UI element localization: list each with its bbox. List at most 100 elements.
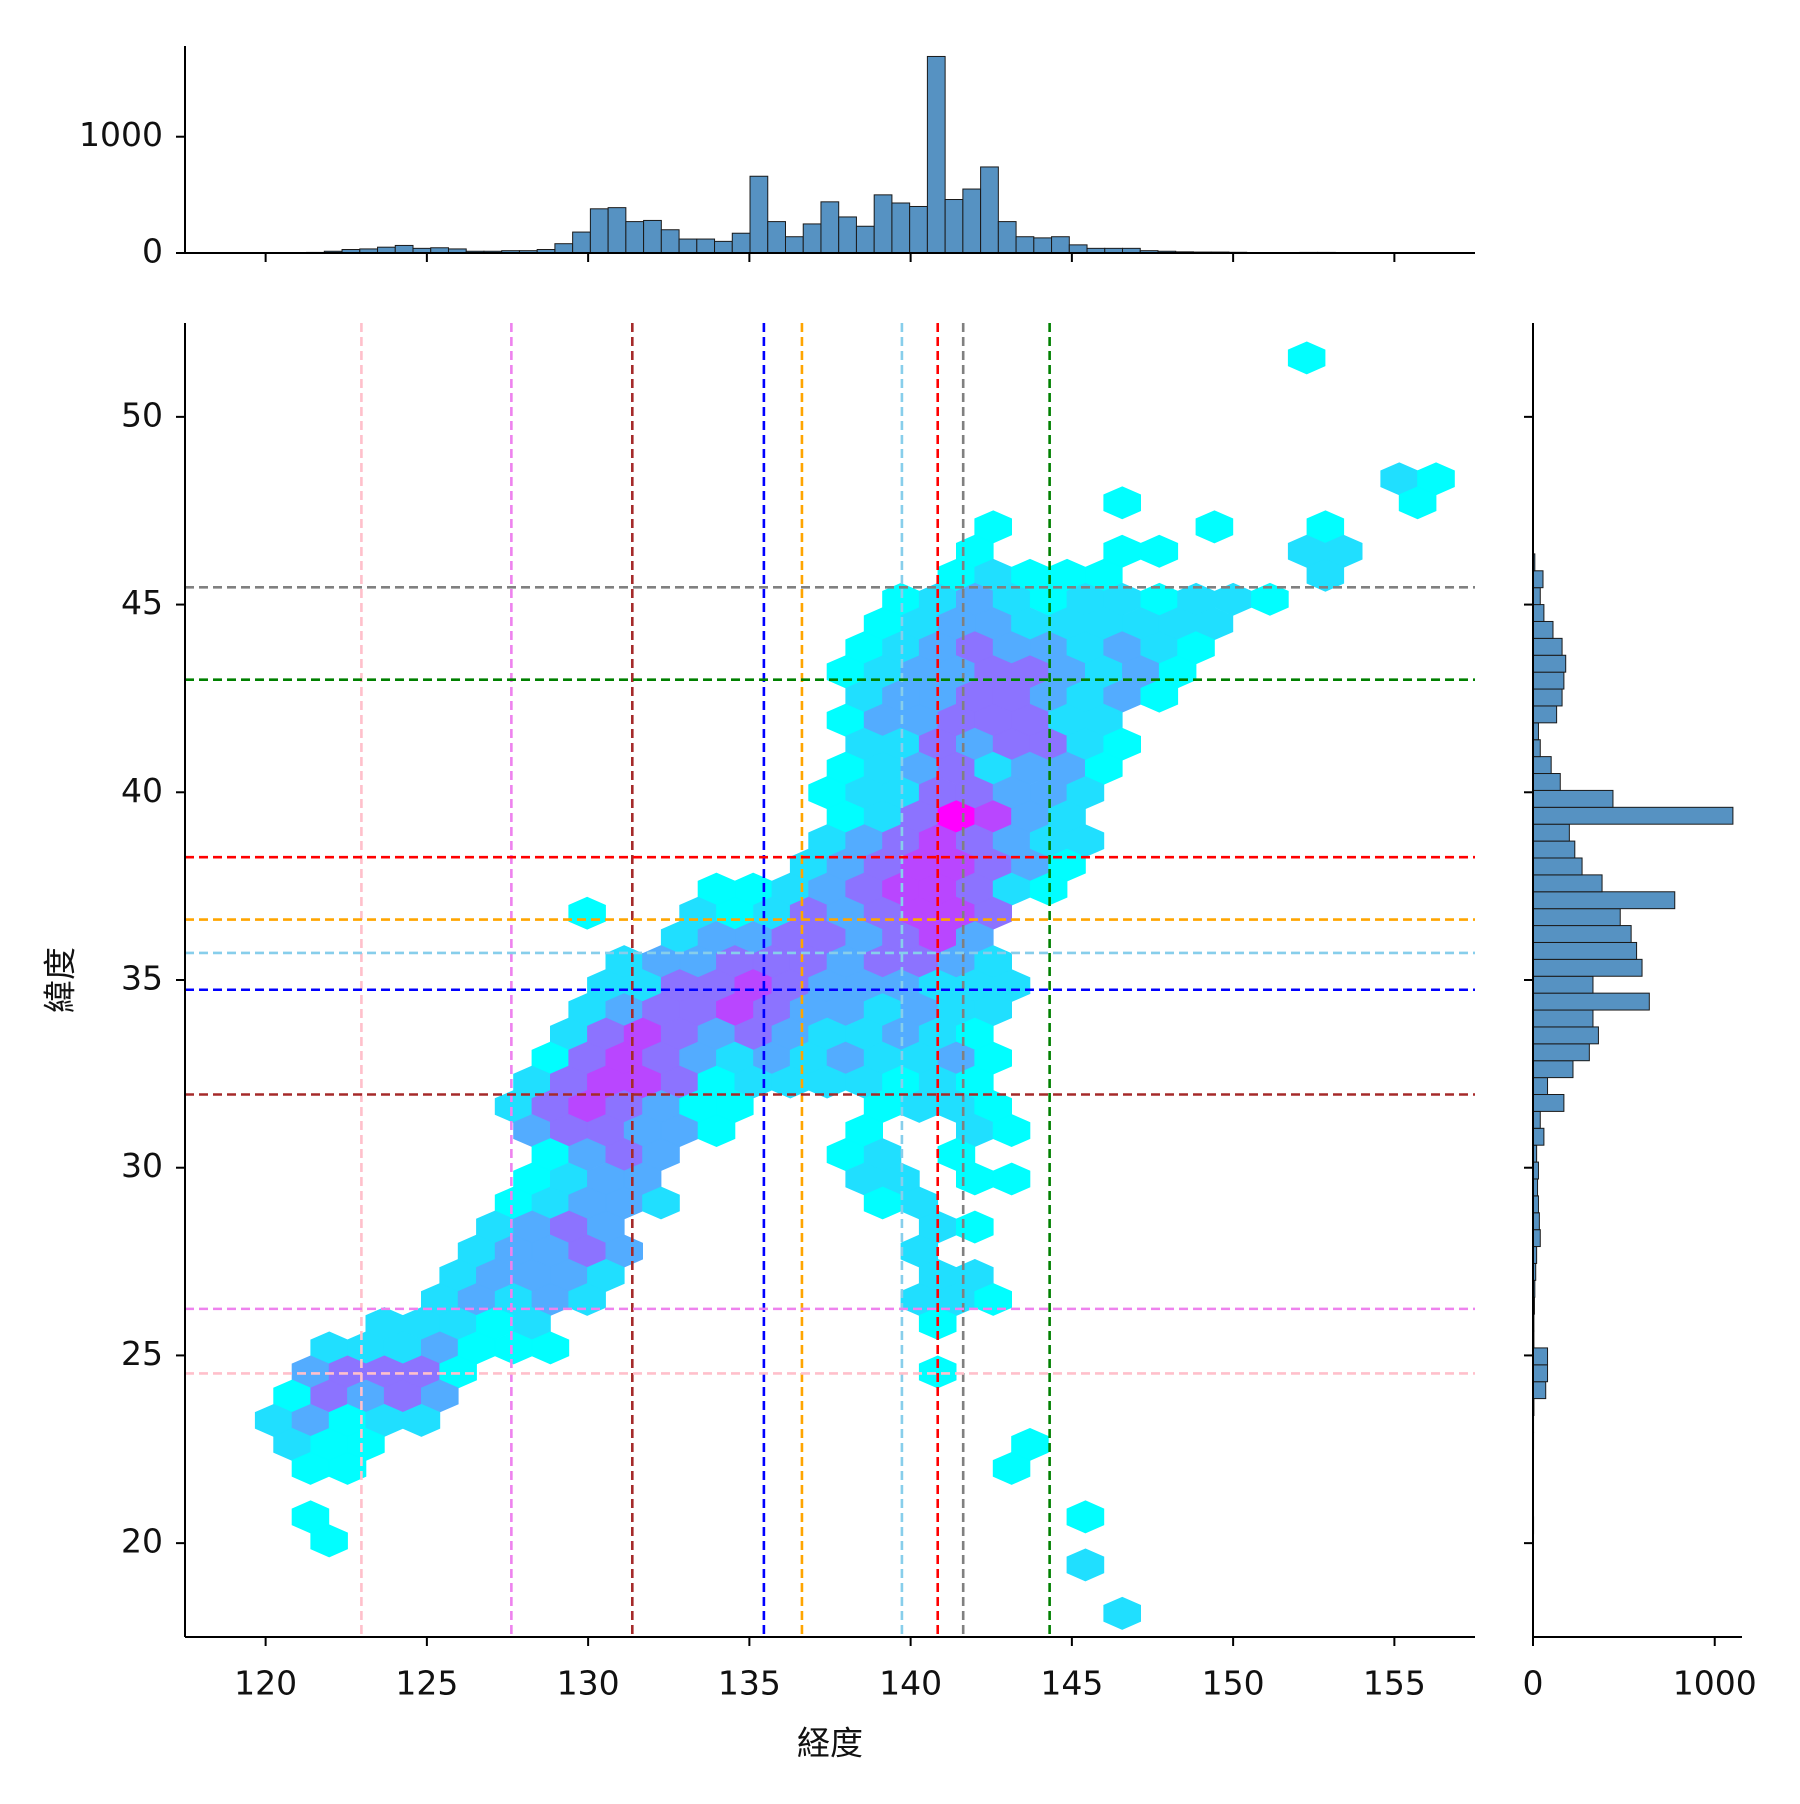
histogram-bar xyxy=(1533,605,1544,622)
histogram-bar xyxy=(1533,926,1631,943)
histogram-bar xyxy=(803,224,821,253)
histogram-bar xyxy=(1069,245,1087,253)
hex-cell xyxy=(1141,535,1178,567)
histogram-bar xyxy=(892,203,910,253)
histogram-bar xyxy=(1533,875,1602,892)
histogram-bar xyxy=(395,245,413,253)
y-tick-label: 50 xyxy=(121,395,163,434)
histogram-bar xyxy=(1533,571,1543,588)
histogram-bar xyxy=(626,222,644,253)
histogram-bar xyxy=(732,233,750,253)
x-tick-label: 125 xyxy=(395,1664,458,1703)
histogram-bar xyxy=(1533,706,1557,723)
histogram-bar xyxy=(1533,858,1582,875)
histogram-bar xyxy=(1533,740,1540,757)
hex-cell xyxy=(1104,487,1141,519)
x-tick-label: 145 xyxy=(1040,1664,1103,1703)
histogram-bar xyxy=(768,222,786,253)
x-tick-label: 120 xyxy=(234,1664,297,1703)
histogram-bar xyxy=(715,241,733,253)
histogram-bar xyxy=(1533,672,1564,689)
histogram-bar xyxy=(1533,1027,1598,1044)
y-tick-label: 0 xyxy=(142,232,163,271)
histogram-bar xyxy=(1533,1010,1593,1027)
x-axis-label: 経度 xyxy=(797,1724,863,1763)
histogram-bar xyxy=(555,244,573,253)
histogram-bar xyxy=(1533,1382,1546,1399)
histogram-bar xyxy=(1533,655,1566,672)
histogram-bar xyxy=(945,200,963,253)
x-tick-label: 150 xyxy=(1202,1664,1265,1703)
histogram-bar xyxy=(1533,1128,1544,1145)
histogram-bar xyxy=(785,237,803,253)
y-axis-label: 緯度 xyxy=(41,947,80,1013)
histogram-bar xyxy=(1533,1348,1548,1365)
y-tick-label: 20 xyxy=(121,1522,163,1561)
histogram-bar xyxy=(1533,807,1733,824)
histogram-bar xyxy=(750,176,768,253)
histogram-bar xyxy=(927,56,945,253)
histogram-bar xyxy=(1533,824,1569,841)
x-tick-label: 0 xyxy=(1523,1664,1544,1703)
histogram-bar xyxy=(1533,689,1562,706)
histogram-bar xyxy=(1533,638,1562,655)
hex-cell xyxy=(569,897,606,929)
histogram-bar xyxy=(821,202,839,253)
histogram-bar xyxy=(1533,1095,1564,1112)
hex-cell xyxy=(1067,1549,1104,1581)
histogram-bar xyxy=(839,217,857,253)
histogram-bar xyxy=(608,208,626,253)
histogram-bar xyxy=(679,239,697,253)
histogram-bar xyxy=(590,209,608,253)
histogram-bar xyxy=(910,206,928,253)
x-tick-label: 1000 xyxy=(1673,1664,1757,1703)
histogram-bar xyxy=(1533,621,1553,638)
histogram-bar xyxy=(1533,841,1575,858)
histogram-bar xyxy=(661,230,679,253)
histogram-bar xyxy=(1052,237,1070,253)
hex-cell xyxy=(1288,342,1325,374)
histogram-bar xyxy=(1533,1061,1573,1078)
x-tick-label: 140 xyxy=(879,1664,942,1703)
histogram-bar xyxy=(1533,1365,1548,1382)
y-tick-label: 1000 xyxy=(79,115,163,154)
histogram-bar xyxy=(856,226,874,253)
histogram-bar xyxy=(1533,774,1560,791)
histogram-bar xyxy=(1533,959,1642,976)
hex-cell xyxy=(1104,1597,1141,1629)
histogram-bar xyxy=(1034,238,1052,253)
x-tick-label: 135 xyxy=(718,1664,781,1703)
histogram-bar xyxy=(1533,1230,1540,1247)
histogram-bar xyxy=(874,195,892,253)
histogram-bar xyxy=(644,220,662,253)
y-tick-label: 35 xyxy=(121,959,163,998)
histogram-bar xyxy=(1533,892,1675,909)
histogram-bar xyxy=(1533,1044,1589,1061)
histogram-bar xyxy=(697,239,715,253)
histogram-bar xyxy=(1533,942,1637,959)
histogram-bar xyxy=(1533,1111,1540,1128)
x-tick-label: 155 xyxy=(1363,1664,1426,1703)
hex-cell xyxy=(1067,1501,1104,1533)
hex-cell xyxy=(993,1163,1030,1195)
histogram-bar xyxy=(1533,757,1551,774)
histogram-bar xyxy=(1533,588,1540,605)
histogram-bar xyxy=(981,167,999,253)
histogram-bar xyxy=(998,222,1016,253)
histogram-bar xyxy=(1016,237,1034,253)
y-tick-label: 40 xyxy=(121,771,163,810)
histogram-bar xyxy=(573,232,591,253)
y-tick-label: 25 xyxy=(121,1334,163,1373)
y-tick-label: 30 xyxy=(121,1146,163,1185)
histogram-bar xyxy=(1533,993,1649,1010)
hex-cell xyxy=(1196,511,1233,543)
histogram-bar xyxy=(963,189,981,253)
histogram-bar xyxy=(1533,790,1613,807)
histogram-bar xyxy=(1533,909,1620,926)
histogram-bar xyxy=(1533,1078,1548,1095)
x-tick-label: 130 xyxy=(557,1664,620,1703)
histogram-bar xyxy=(1533,976,1593,993)
y-tick-label: 45 xyxy=(121,583,163,622)
